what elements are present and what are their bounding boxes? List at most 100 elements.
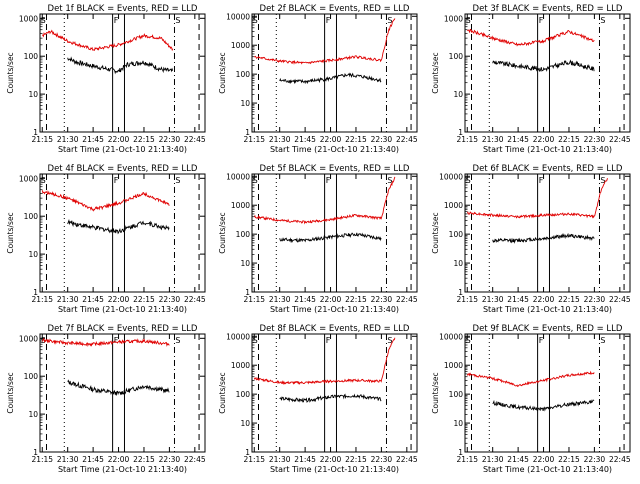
y-axis-label: Counts/sec [6, 372, 15, 413]
x-tick-label: 22:30 [371, 455, 393, 464]
series-lld-line [254, 18, 396, 65]
y-tick-label: 1000 [19, 14, 38, 23]
x-axis-label: Start Time (21-Oct-10 21:13:40) [270, 305, 399, 314]
x-tick-label: 22:30 [371, 295, 393, 304]
y-tick-label: 10 [453, 259, 463, 268]
x-tick-label: 22:45 [609, 295, 631, 304]
x-tick-label: 21:45 [507, 135, 529, 144]
marker-label: S [253, 176, 258, 185]
series-events-line [67, 379, 170, 396]
y-tick-label: 1000 [231, 41, 250, 50]
x-tick-label: 22:15 [133, 455, 155, 464]
panel-det-6: Det 6f BLACK = Events, RED = LLD 1 10 100 10… [431, 164, 631, 314]
x-tick-label: 21:45 [294, 455, 316, 464]
marker-label: S [175, 16, 180, 25]
y-tick-label: 10000 [439, 332, 463, 341]
x-tick-label: 22:15 [558, 455, 580, 464]
y-tick-label: 1000 [231, 201, 250, 210]
marker-label: S [175, 336, 180, 345]
x-tick-label: 22:30 [584, 455, 606, 464]
series-events-line [67, 56, 174, 75]
x-tick-label: 21:15 [456, 295, 478, 304]
y-tick-label: 100 [236, 230, 251, 239]
panel-det-8: Det 8f BLACK = Events, RED = LLD 1 10 100 10… [218, 324, 418, 474]
panel-det-4: Det 4f BLACK = Events, RED = LLD 1 10 100 10… [6, 164, 206, 314]
marker-label: F [539, 336, 544, 345]
x-tick-label: 22:00 [320, 135, 342, 144]
plot-frame [251, 13, 418, 133]
x-tick-label: 22:30 [159, 295, 181, 304]
y-tick-label: 10000 [226, 12, 250, 21]
y-tick-label: 10000 [226, 172, 250, 181]
x-axis-label: Start Time (21-Oct-10 21:13:40) [270, 465, 399, 474]
x-tick-label: 22:15 [133, 295, 155, 304]
y-tick-label: 1 [33, 288, 38, 297]
marker-label: F [326, 336, 331, 345]
marker-label: S [600, 16, 605, 25]
y-tick-label: 100 [449, 52, 464, 61]
x-axis-label: Start Time (21-Oct-10 21:13:40) [58, 465, 187, 474]
y-axis-label: Counts/sec [6, 212, 15, 253]
series-lld-line [467, 28, 595, 47]
x-tick-label: 21:45 [82, 295, 104, 304]
marker-label: F [114, 176, 119, 185]
y-tick-label: 10 [240, 419, 250, 428]
x-tick-label: 21:30 [57, 135, 79, 144]
x-tick-label: 22:45 [396, 455, 418, 464]
x-tick-label: 21:30 [482, 295, 504, 304]
marker-label: F [539, 176, 544, 185]
y-tick-label: 10 [28, 250, 38, 259]
y-axis-label: Counts/sec [431, 372, 440, 413]
x-tick-label: 21:30 [482, 455, 504, 464]
x-tick-label: 21:15 [243, 135, 265, 144]
x-tick-label: 22:30 [159, 135, 181, 144]
marker-label: F [114, 336, 119, 345]
panel-det-5: Det 5f BLACK = Events, RED = LLD 1 10 100 10… [218, 164, 418, 314]
series-events-line [492, 399, 595, 412]
y-axis-label: Counts/sec [218, 372, 227, 413]
panel-det-1: Det 1f BLACK = Events, RED = LLD 1 10 100 10… [6, 4, 206, 154]
x-tick-label: 22:15 [558, 135, 580, 144]
panel-title: Det 1f BLACK = Events, RED = LLD [48, 4, 198, 14]
marker-label: F [114, 16, 119, 25]
x-tick-label: 22:00 [533, 295, 555, 304]
y-tick-label: 10 [28, 410, 38, 419]
panel-det-9: Det 9f BLACK = Events, RED = LLD 1 10 100 10… [431, 324, 631, 474]
x-tick-label: 22:15 [345, 295, 367, 304]
y-tick-label: 1000 [231, 361, 250, 370]
marker-label: F [326, 16, 331, 25]
x-tick-label: 21:15 [31, 295, 53, 304]
x-tick-label: 21:15 [243, 295, 265, 304]
marker-label: S [387, 176, 392, 185]
x-axis-label: Start Time (21-Oct-10 21:13:40) [483, 145, 612, 154]
marker-label: S [600, 176, 605, 185]
panel-det-3: Det 3f BLACK = Events, RED = LLD 1 10 100 10… [431, 4, 631, 154]
y-axis-label: Counts/sec [431, 212, 440, 253]
marker-label: S [41, 16, 46, 25]
y-tick-label: 1000 [444, 361, 463, 370]
x-axis-label: Start Time (21-Oct-10 21:13:40) [483, 305, 612, 314]
marker-label: S [387, 16, 392, 25]
x-tick-label: 22:45 [396, 295, 418, 304]
x-tick-label: 21:30 [269, 455, 291, 464]
panel-det-2: Det 2f BLACK = Events, RED = LLD 1 10 100 10… [218, 4, 418, 154]
y-tick-label: 1 [458, 448, 463, 457]
plot-frame [464, 13, 631, 133]
x-tick-label: 22:45 [609, 135, 631, 144]
y-axis-label: Counts/sec [6, 52, 15, 93]
y-axis-label: Counts/sec [218, 52, 227, 93]
x-tick-label: 21:45 [507, 455, 529, 464]
panel-title: Det 3f BLACK = Events, RED = LLD [473, 4, 623, 14]
series-lld-line [41, 29, 174, 52]
y-tick-label: 100 [449, 390, 464, 399]
y-tick-label: 10000 [439, 172, 463, 181]
y-tick-label: 100 [24, 372, 39, 381]
y-tick-label: 100 [236, 390, 251, 399]
series-lld-line [41, 338, 170, 348]
panel-title: Det 6f BLACK = Events, RED = LLD [473, 164, 623, 174]
panel-title: Det 5f BLACK = Events, RED = LLD [260, 164, 410, 174]
marker-label: S [466, 16, 471, 25]
series-events-line [492, 232, 595, 244]
x-tick-label: 22:45 [609, 455, 631, 464]
